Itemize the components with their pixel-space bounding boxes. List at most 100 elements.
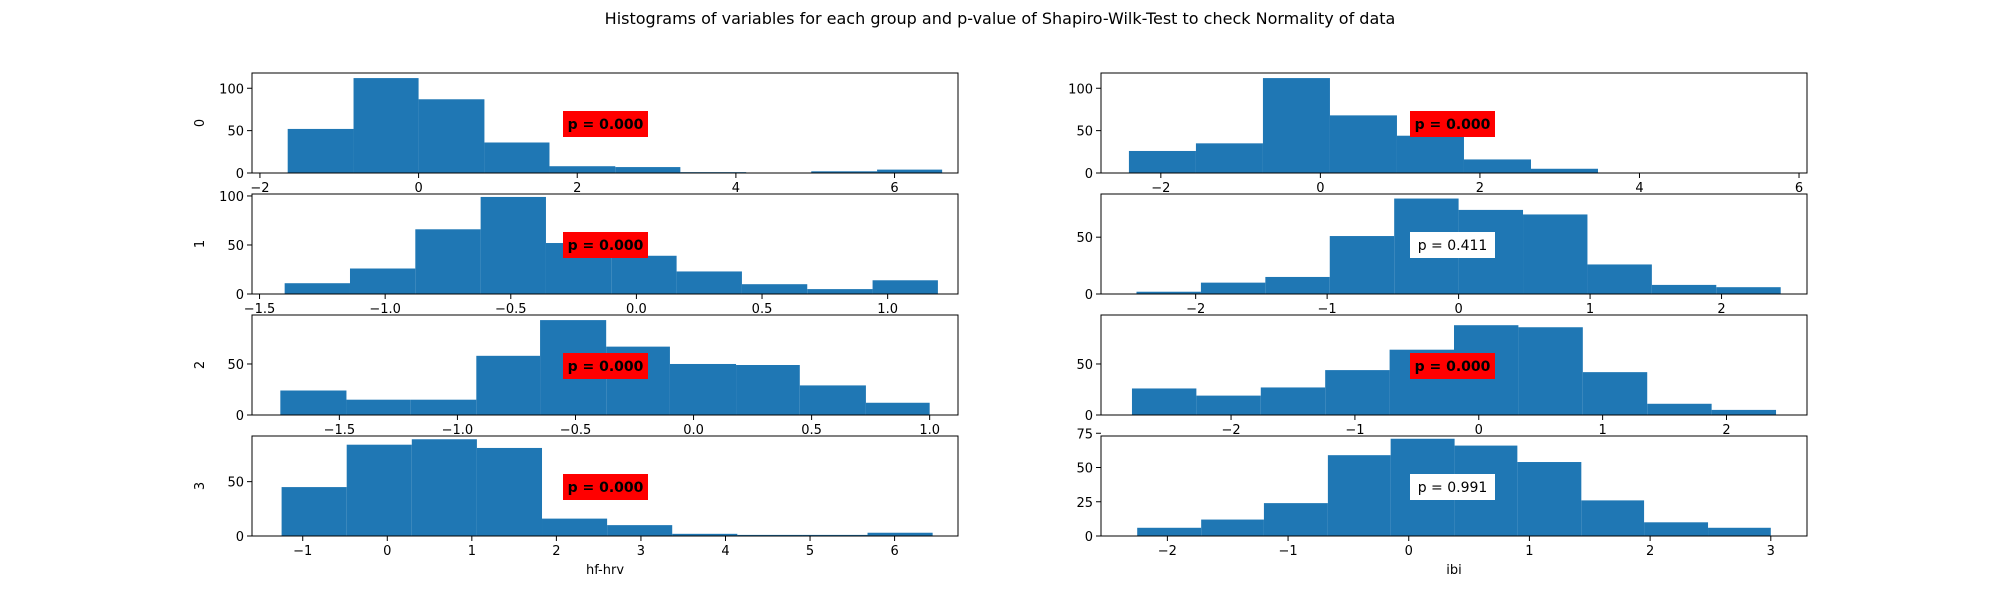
histogram-bar xyxy=(865,402,930,415)
x-tick-label: 0.5 xyxy=(801,423,822,438)
histogram-bar xyxy=(1396,135,1464,173)
histogram-bar xyxy=(280,390,347,415)
subplot-3-hf-hrv: −1 0 1 2 3 4 5 6 0 50 3 hf-hrv p = 0.000 xyxy=(193,435,959,578)
histogram-bar xyxy=(1517,462,1582,536)
x-tick-label: 6 xyxy=(890,544,898,559)
x-tick-label: 1 xyxy=(1586,302,1594,317)
p-value-label: p = 0.411 xyxy=(1418,238,1488,254)
histogram-bar xyxy=(1523,214,1588,294)
x-tick-label: −2 xyxy=(1151,181,1170,196)
histogram-bar xyxy=(542,518,608,536)
x-tick-label: 0 xyxy=(414,181,422,196)
subplot-2-hf-hrv: −1.5 −1.0 −0.5 0.0 0.5 1.0 0 50 2 p = 0.000 xyxy=(193,314,959,438)
histogram-bar xyxy=(811,171,878,173)
x-tick-label: 1 xyxy=(468,544,476,559)
x-tick-label: 4 xyxy=(1635,181,1643,196)
subplot-0-ibi: −2 0 2 4 6 0 50 100 p = 0.000 xyxy=(1068,72,1808,196)
histogram-bar xyxy=(1651,284,1717,294)
x-tick-label: −2 xyxy=(250,181,269,196)
x-tick-label: −1.5 xyxy=(324,423,356,438)
y-tick-label: 25 xyxy=(1076,496,1093,511)
histogram-bar xyxy=(669,363,737,415)
histogram-bar xyxy=(1200,282,1266,294)
histogram-bar xyxy=(415,229,481,294)
p-value-box xyxy=(1410,232,1495,258)
histogram-bar xyxy=(1587,264,1652,294)
y-tick-label: 0 xyxy=(1085,409,1093,424)
x-tick-label: 2 xyxy=(573,181,581,196)
histogram-bar xyxy=(418,99,485,173)
axes-frame xyxy=(251,193,959,295)
p-value-box xyxy=(563,232,648,258)
axes-frame xyxy=(1100,314,1808,416)
x-tick-label: 0 xyxy=(1454,302,1462,317)
histogram-bar xyxy=(1329,115,1397,173)
histogram-bar xyxy=(1136,291,1201,294)
p-value-label: p = 0.000 xyxy=(568,359,644,375)
x-tick-label: 4 xyxy=(721,544,729,559)
x-tick-label: −1.0 xyxy=(369,302,401,317)
x-tick-label: 2 xyxy=(1646,544,1654,559)
p-value-label: p = 0.000 xyxy=(568,480,644,496)
x-tick-label: 3 xyxy=(637,544,645,559)
histogram-bar xyxy=(1708,527,1771,536)
x-tick-label: −1 xyxy=(1278,544,1297,559)
histogram-bar xyxy=(807,289,873,294)
x-tick-label: 1 xyxy=(1525,544,1533,559)
histogram-bar xyxy=(1325,370,1390,415)
histogram-bar xyxy=(410,399,477,415)
axes-frame xyxy=(1100,193,1808,295)
p-value-label: p = 0.000 xyxy=(568,117,644,133)
histogram-bar xyxy=(1195,143,1263,173)
y-axis-label: 3 xyxy=(193,482,208,490)
histogram-bar xyxy=(1128,150,1196,173)
histogram-bar xyxy=(676,271,742,294)
x-tick-label: 1.0 xyxy=(919,423,940,438)
p-value-label: p = 0.000 xyxy=(1415,117,1491,133)
x-tick-label: 4 xyxy=(732,181,740,196)
histogram-bar xyxy=(1196,395,1261,415)
subplot-0-hf-hrv: −2 0 2 4 6 0 50 100 0 p = 0.000 xyxy=(193,72,959,196)
y-tick-label: 0 xyxy=(236,167,244,182)
x-tick-label: 2 xyxy=(1717,302,1725,317)
axes-frame xyxy=(251,435,959,537)
p-value-box xyxy=(563,111,648,137)
histogram-bar xyxy=(799,385,866,415)
histogram-bar xyxy=(1327,455,1391,536)
axes-frame xyxy=(251,72,959,174)
histogram-bar xyxy=(1263,503,1328,536)
axes-frame xyxy=(1100,435,1808,537)
x-tick-label: 1 xyxy=(1598,423,1606,438)
subplot-1-ibi: −2 −1 0 1 2 0 50 p = 0.411 xyxy=(1076,193,1808,317)
x-tick-label: 1.0 xyxy=(877,302,898,317)
x-tick-label: −0.5 xyxy=(495,302,527,317)
histogram-bar xyxy=(1265,276,1330,294)
histogram-bar xyxy=(346,399,411,415)
histogram-bar xyxy=(872,280,938,294)
histogram-bar xyxy=(480,196,546,294)
x-tick-label: −1 xyxy=(293,544,312,559)
histogram-bar xyxy=(549,166,616,173)
x-tick-label: 0.0 xyxy=(626,302,647,317)
x-tick-label: 6 xyxy=(1795,181,1803,196)
histogram-bar xyxy=(346,444,412,536)
y-tick-label: 0 xyxy=(1085,167,1093,182)
y-tick-label: 0 xyxy=(236,530,244,545)
histogram-bar xyxy=(349,268,416,294)
histogram-bar xyxy=(1201,519,1264,536)
y-tick-label: 50 xyxy=(1076,231,1093,246)
histogram-bar xyxy=(1329,236,1395,294)
histogram-bar xyxy=(1530,168,1598,173)
x-axis-label: hf-hrv xyxy=(586,563,624,578)
x-tick-label: −2 xyxy=(1158,544,1177,559)
axes-frame xyxy=(1100,72,1808,174)
x-tick-label: −1 xyxy=(1345,423,1364,438)
histogram-bar xyxy=(1581,500,1645,536)
subplot-2-ibi: −2 −1 0 1 2 0 50 p = 0.000 xyxy=(1076,314,1808,438)
histogram-bar xyxy=(1137,527,1202,536)
p-value-box xyxy=(1410,353,1495,379)
histogram-bar xyxy=(1131,388,1197,415)
x-tick-label: 0 xyxy=(1316,181,1324,196)
histogram-bar xyxy=(476,355,541,415)
